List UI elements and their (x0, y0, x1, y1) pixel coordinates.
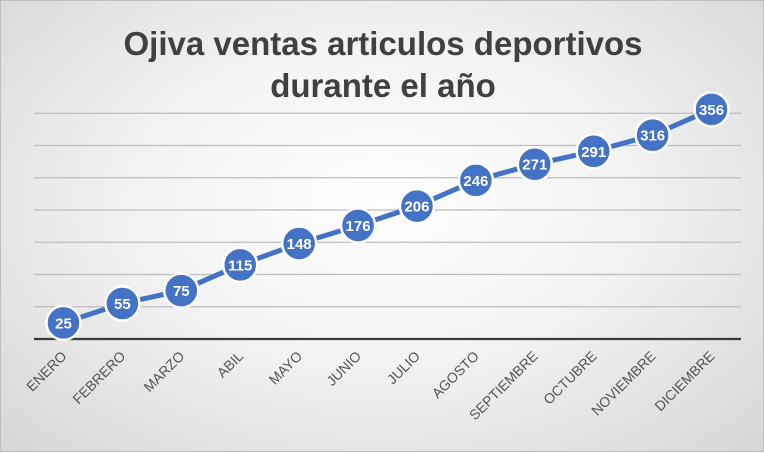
x-tick-label: FEBRERO (69, 348, 128, 407)
x-tick-label: ABIL (214, 348, 247, 381)
x-tick-label: JUNIO (323, 348, 364, 389)
data-label: 115 (228, 257, 252, 274)
data-label: 316 (640, 128, 665, 145)
data-point (221, 246, 259, 284)
x-tick-label: AGOSTO (428, 348, 482, 402)
data-point (339, 207, 377, 244)
data-point (693, 91, 730, 128)
data-label: 271 (522, 157, 547, 174)
series-line (61, 106, 714, 326)
data-label: 75 (173, 283, 190, 300)
x-axis-labels: ENERO FEBRERO MARZO ABIL MAYO JUNIO JULIO AGOST… (23, 348, 718, 423)
x-tick-label: OCTUBRE (540, 348, 600, 408)
data-point (163, 272, 200, 309)
x-tick-label: MARZO (140, 348, 187, 395)
x-tick-label: ENERO (23, 348, 70, 395)
series: 25 55 75 115 148 176 206 246 271 291 316 356 (45, 91, 730, 342)
data-point (104, 285, 141, 322)
x-tick-label: MAYO (266, 348, 306, 388)
x-tick-label: DICIEMBRE (651, 348, 717, 414)
data-point (398, 187, 436, 225)
chart-title: Ojiva ventas articulos deportivos durant… (123, 25, 643, 104)
gridlines (34, 112, 741, 341)
data-label: 246 (463, 173, 488, 190)
data-label: 176 (346, 218, 371, 235)
data-point (516, 145, 554, 183)
x-tick-label: JULIO (384, 348, 423, 387)
data-label: 206 (404, 199, 429, 216)
data-point (280, 225, 318, 262)
data-label: 25 (55, 315, 72, 332)
data-label: 291 (581, 144, 606, 161)
data-label: 148 (287, 236, 312, 253)
data-label: 356 (699, 102, 724, 119)
data-point (634, 116, 671, 154)
data-point (457, 162, 495, 199)
data-point (45, 304, 82, 342)
data-point (575, 133, 612, 170)
data-label: 55 (114, 296, 131, 313)
